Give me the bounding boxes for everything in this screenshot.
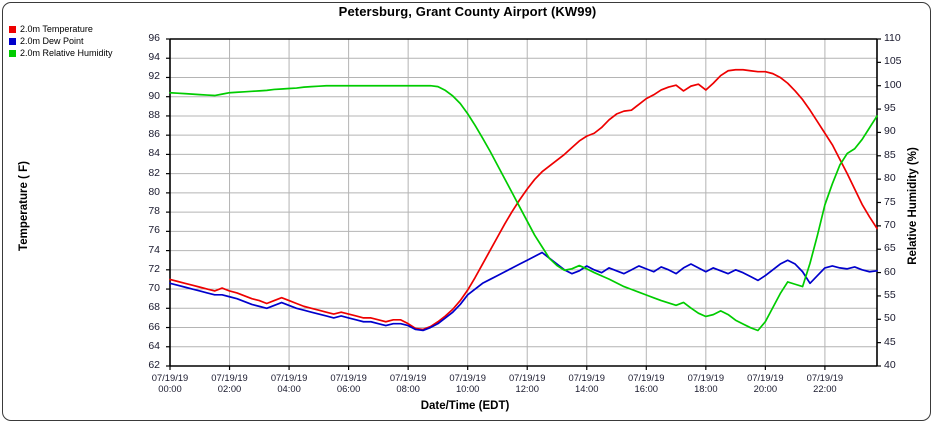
y-axis-left-tick-label: 68 [148,301,160,314]
x-axis-tick-time: 10:00 [455,383,480,394]
x-axis-tick-label: 07/19/19 20:00 [725,372,805,394]
legend-item-label: 2.0m Dew Point [20,36,84,46]
x-axis-tick-time: 04:00 [277,383,301,394]
x-axis-tick-time: 00:00 [158,383,182,394]
x-axis-tick-date: 07/19/19 [687,372,725,383]
x-axis-tick-date: 07/19/19 [568,372,606,383]
x-axis-tick-date: 07/19/19 [389,372,427,383]
series-line-2-0m-dew-point [169,251,878,332]
x-axis-tick-label: 07/19/19 18:00 [666,372,746,394]
y-axis-left-tick-label: 94 [148,51,160,64]
chart-frame [2,2,931,421]
y-axis-left-tick-label: 92 [148,70,160,83]
x-axis-tick-label: 07/19/19 22:00 [785,372,865,394]
y-axis-left-tick-label: 86 [148,128,160,141]
y-axis-left-tick-label: 96 [148,32,160,44]
chart-legend: 2.0m Temperature 2.0m Dew Point 2.0m Relat… [9,24,113,60]
y-axis-right-tick-label: 60 [884,265,896,278]
x-axis-tick-label: 07/19/19 06:00 [309,372,389,394]
x-axis-tick-time: 06:00 [336,383,361,394]
x-axis-tick-time: 20:00 [753,383,778,394]
x-axis-tick-time: 08:00 [396,383,420,394]
x-axis-tick-date: 07/19/19 [330,372,367,383]
y-axis-left-tick-label: 66 [148,320,160,333]
y-axis-left-tick-label: 70 [148,282,160,295]
y-axis-left-tick-label: 82 [148,166,160,179]
y-axis-right-tick-label: 85 [884,148,896,161]
x-axis-tick-label: 07/19/19 00:00 [130,372,210,394]
y-axis-right-tick-label: 55 [884,288,896,301]
square-swatch-icon [9,50,16,57]
legend-item-label: 2.0m Relative Humidity [20,48,113,58]
series-line-2-0m-relative-humidity [169,84,878,332]
x-axis-tick-time: 12:00 [515,383,539,394]
x-axis-tick-date: 07/19/19 [449,372,486,383]
y-axis-right-tick-label: 90 [884,125,896,138]
x-axis-tick-time: 14:00 [575,383,599,394]
y-axis-right-tick-label: 100 [884,78,902,91]
y-axis-left-title: Temperature ( F) [18,161,30,251]
y-axis-right-tick-label: 50 [884,312,896,325]
x-axis-tick-time: 16:00 [634,383,659,394]
x-axis-tick-date: 07/19/19 [270,372,308,383]
y-axis-left-tick-label: 90 [148,89,160,102]
y-axis-right-tick-label: 105 [884,55,902,68]
x-axis-tick-label: 07/19/19 14:00 [547,372,627,394]
square-swatch-icon [9,38,16,45]
legend-item: 2.0m Dew Point [9,36,113,47]
y-axis-right-tick-label: 40 [884,359,896,371]
x-axis-title: Date/Time (EDT) [420,400,510,412]
x-axis-tick-label: 07/19/19 08:00 [368,372,448,394]
y-axis-right-tick-label: 65 [884,242,896,255]
x-axis-tick-label: 07/19/19 12:00 [487,372,567,394]
x-axis-tick-time: 18:00 [694,383,718,394]
y-axis-left-tick-label: 84 [148,147,160,160]
y-axis-left-tick-label: 88 [148,108,160,121]
series-line-2-0m-temperature [169,68,878,331]
y-axis-left-tick-label: 80 [148,185,160,198]
x-axis-tick-date: 07/19/19 [747,372,784,383]
y-axis-right-tick-label: 110 [884,32,901,44]
y-axis-right-tick-label: 75 [884,195,896,208]
y-axis-right-tick-label: 45 [884,335,896,348]
y-axis-right-tick-label: 80 [884,172,896,185]
y-axis-left-tick-label: 62 [148,359,160,371]
x-axis-tick-date: 07/19/19 [628,372,665,383]
x-axis-tick-label: 07/19/19 10:00 [428,372,508,394]
y-axis-right-tick-label: 95 [884,102,896,115]
y-axis-left-tick-label: 78 [148,205,160,218]
y-axis-left-tick-label: 74 [148,243,160,256]
y-axis-left-tick-label: 72 [148,262,160,275]
x-axis-tick-time: 02:00 [217,383,242,394]
y-axis-left-tick-label: 64 [148,339,160,352]
legend-item: 2.0m Relative Humidity [9,48,113,59]
y-axis-right-tick-label: 70 [884,218,896,231]
x-axis-tick-label: 07/19/19 02:00 [190,372,270,394]
x-axis-tick-date: 07/19/19 [508,372,546,383]
square-swatch-icon [9,26,16,33]
x-axis-tick-date: 07/19/19 [211,372,248,383]
legend-item-label: 2.0m Temperature [20,24,93,34]
y-axis-left-tick-label: 76 [148,224,160,237]
x-axis-tick-date: 07/19/19 [151,372,189,383]
x-axis-tick-label: 07/19/19 16:00 [606,372,686,394]
x-axis-tick-time: 22:00 [813,383,837,394]
page-title: Petersburg, Grant County Airport (KW99) [338,4,597,19]
legend-item: 2.0m Temperature [9,24,113,35]
x-axis-tick-label: 07/19/19 04:00 [249,372,329,394]
x-axis-tick-date: 07/19/19 [806,372,844,383]
